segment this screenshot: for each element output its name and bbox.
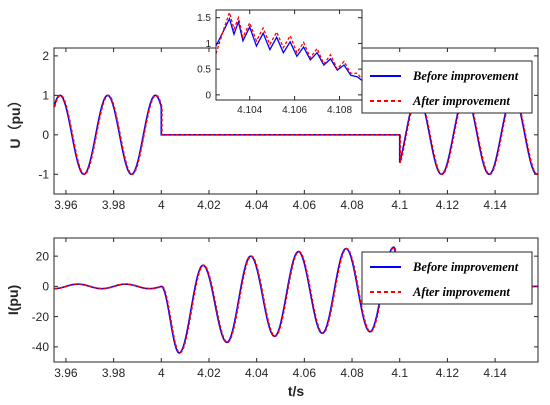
current-legend-before-label: Before improvement <box>412 260 519 274</box>
inset-y-tick-label: 1.5 <box>197 13 211 24</box>
current-x-axis-label: t/s <box>288 383 305 399</box>
voltage-x-tick-label: 3.98 <box>102 198 126 212</box>
current-legend-after-label: After improvement <box>412 285 510 299</box>
voltage-x-tick-label: 4 <box>158 198 165 212</box>
voltage-legend: Before improvement After improvement <box>361 60 533 114</box>
current-y-tick-label: 0 <box>42 280 49 294</box>
voltage-x-tick-label: 4.04 <box>245 198 269 212</box>
voltage-y-axis-label: U（pu） <box>7 93 23 148</box>
inset-series-after <box>215 10 363 80</box>
current-x-tick-label: 4.04 <box>245 366 269 380</box>
current-y-tick-label: 20 <box>36 249 50 263</box>
inset-y-tick-label: 1 <box>205 39 211 50</box>
current-x-tick-label: 4.12 <box>436 366 460 380</box>
inset-ticks: 4.104 4.106 4.108 0 0.5 1 1.5 <box>197 10 362 116</box>
current-x-tick-label: 4.06 <box>293 366 317 380</box>
current-legend: Before improvement After improvement <box>361 251 533 305</box>
voltage-legend-box <box>361 60 533 114</box>
voltage-legend-before-label: Before improvement <box>412 69 519 83</box>
inset-axes-frame <box>215 9 363 101</box>
current-axes-frame <box>53 237 539 363</box>
current-y-axis-label: I(pu) <box>5 285 21 315</box>
current-x-tick-label: 4.14 <box>483 366 507 380</box>
current-x-tick-label: 4.02 <box>197 366 221 380</box>
voltage-y-tick-label: 0 <box>42 128 49 142</box>
current-legend-box <box>361 251 533 305</box>
inset-series <box>215 10 363 81</box>
current-x-tick-label: 4.08 <box>340 366 364 380</box>
voltage-x-tick-label: 4.06 <box>293 198 317 212</box>
voltage-x-tick-label: 4.02 <box>197 198 221 212</box>
current-x-tick-label: 4 <box>158 366 165 380</box>
inset-x-tick-label: 4.106 <box>282 105 307 116</box>
voltage-legend-after-label: After improvement <box>412 94 510 108</box>
current-ticks: 3.96 3.98 4 4.02 4.04 4.06 4.08 4.1 4.12 4.14 -40 -… <box>32 238 538 380</box>
current-x-tick-label: 4.1 <box>391 366 408 380</box>
voltage-y-tick-label: -1 <box>38 167 49 181</box>
current-x-tick-label: 3.98 <box>102 366 126 380</box>
current-y-tick-label: -40 <box>32 340 50 354</box>
current-y-tick-label: -20 <box>32 310 50 324</box>
inset-series-before <box>215 16 363 81</box>
inset-x-tick-label: 4.104 <box>237 105 262 116</box>
current-x-tick-label: 3.96 <box>54 366 78 380</box>
inset-x-tick-label: 4.108 <box>327 105 352 116</box>
voltage-x-tick-label: 4.1 <box>391 198 408 212</box>
voltage-y-tick-label: 1 <box>42 89 49 103</box>
voltage-y-tick-label: 2 <box>42 49 49 63</box>
voltage-x-tick-label: 4.12 <box>436 198 460 212</box>
voltage-x-tick-label: 4.14 <box>483 198 507 212</box>
inset-y-tick-label: 0.5 <box>197 65 211 76</box>
voltage-x-tick-label: 3.96 <box>54 198 78 212</box>
inset-zoom-chart: 4.104 4.106 4.108 0 0.5 1 1.5 <box>197 9 363 116</box>
voltage-ticks: 3.96 3.98 4 4.02 4.04 4.06 4.08 4.1 4.12 4.14 -1 0 1… <box>38 48 538 212</box>
voltage-x-tick-label: 4.08 <box>340 198 364 212</box>
inset-y-tick-label: 0 <box>205 90 211 101</box>
